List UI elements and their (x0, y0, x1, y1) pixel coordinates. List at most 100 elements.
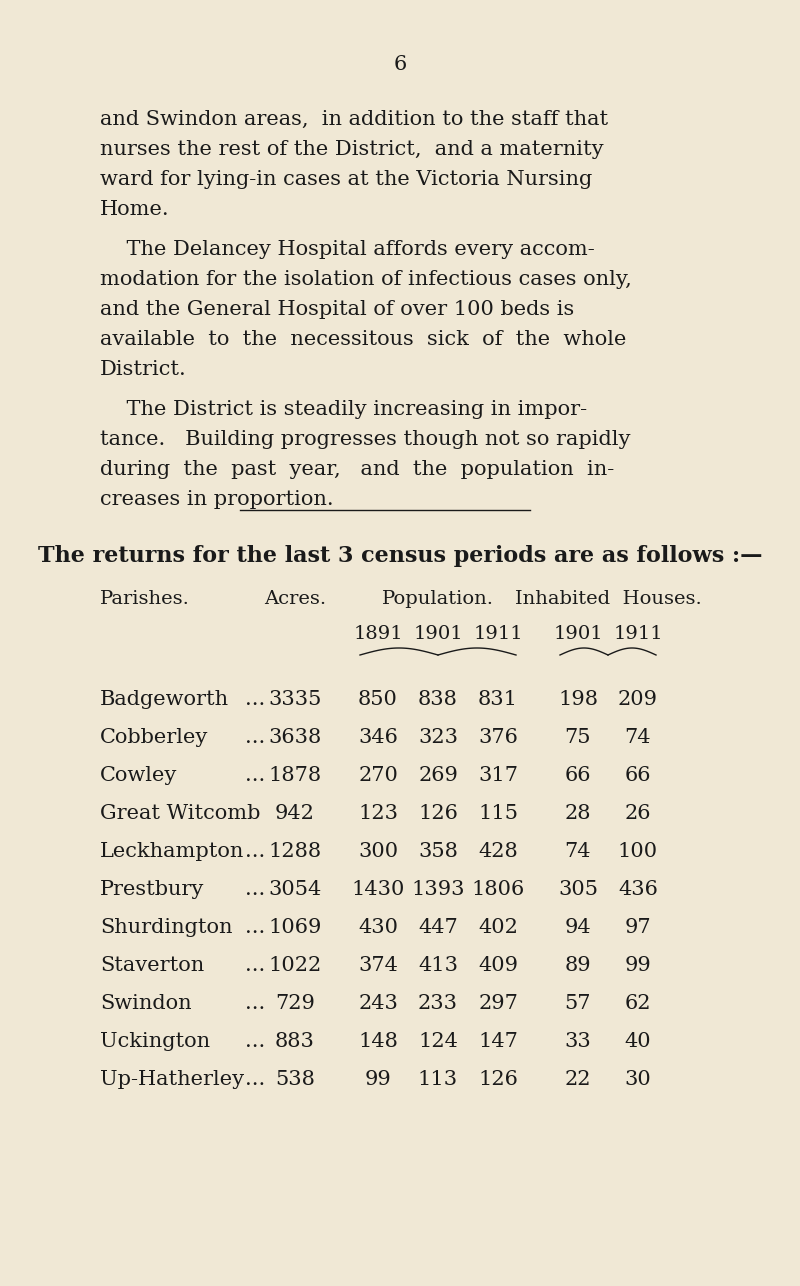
Text: 3054: 3054 (268, 880, 322, 899)
Text: 430: 430 (358, 918, 398, 937)
Text: 100: 100 (618, 842, 658, 862)
Text: ...: ... (245, 1031, 265, 1051)
Text: 66: 66 (565, 766, 591, 784)
Text: Prestbury: Prestbury (100, 880, 204, 899)
Text: 6: 6 (394, 55, 406, 75)
Text: Badgeworth: Badgeworth (100, 691, 229, 709)
Text: 323: 323 (418, 728, 458, 747)
Text: 126: 126 (418, 804, 458, 823)
Text: ...: ... (245, 691, 265, 709)
Text: Inhabited  Houses.: Inhabited Houses. (514, 590, 702, 608)
Text: 94: 94 (565, 918, 591, 937)
Text: 376: 376 (478, 728, 518, 747)
Text: 269: 269 (418, 766, 458, 784)
Text: 838: 838 (418, 691, 458, 709)
Text: 729: 729 (275, 994, 315, 1013)
Text: 89: 89 (565, 955, 591, 975)
Text: 3638: 3638 (268, 728, 322, 747)
Text: Home.: Home. (100, 201, 170, 219)
Text: available  to  the  necessitous  sick  of  the  whole: available to the necessitous sick of the… (100, 331, 626, 349)
Text: 1911: 1911 (613, 625, 663, 643)
Text: 1901: 1901 (553, 625, 603, 643)
Text: 297: 297 (478, 994, 518, 1013)
Text: nurses the rest of the District,  and a maternity: nurses the rest of the District, and a m… (100, 140, 604, 159)
Text: 305: 305 (558, 880, 598, 899)
Text: 62: 62 (625, 994, 651, 1013)
Text: 270: 270 (358, 766, 398, 784)
Text: creases in proportion.: creases in proportion. (100, 490, 334, 509)
Text: 123: 123 (358, 804, 398, 823)
Text: 148: 148 (358, 1031, 398, 1051)
Text: and Swindon areas,  in addition to the staff that: and Swindon areas, in addition to the st… (100, 111, 608, 129)
Text: 66: 66 (625, 766, 651, 784)
Text: 358: 358 (418, 842, 458, 862)
Text: 1022: 1022 (268, 955, 322, 975)
Text: 402: 402 (478, 918, 518, 937)
Text: 1911: 1911 (473, 625, 523, 643)
Text: ...: ... (245, 728, 265, 747)
Text: 30: 30 (625, 1070, 651, 1089)
Text: 1393: 1393 (411, 880, 465, 899)
Text: The returns for the last 3 census periods are as follows :—: The returns for the last 3 census period… (38, 545, 762, 567)
Text: Up-Hatherley: Up-Hatherley (100, 1070, 244, 1089)
Text: 1069: 1069 (268, 918, 322, 937)
Text: 942: 942 (275, 804, 315, 823)
Text: and the General Hospital of over 100 beds is: and the General Hospital of over 100 bed… (100, 300, 574, 319)
Text: ...: ... (245, 918, 265, 937)
Text: 1288: 1288 (269, 842, 322, 862)
Text: 243: 243 (358, 994, 398, 1013)
Text: ...: ... (245, 955, 265, 975)
Text: Leckhampton: Leckhampton (100, 842, 244, 862)
Text: 28: 28 (565, 804, 591, 823)
Text: 75: 75 (565, 728, 591, 747)
Text: Great Witcomb: Great Witcomb (100, 804, 260, 823)
Text: ...: ... (245, 994, 265, 1013)
Text: ...: ... (245, 842, 265, 862)
Text: 3335: 3335 (268, 691, 322, 709)
Text: Swindon: Swindon (100, 994, 192, 1013)
Text: Population.: Population. (382, 590, 494, 608)
Text: Acres.: Acres. (264, 590, 326, 608)
Text: 233: 233 (418, 994, 458, 1013)
Text: 300: 300 (358, 842, 398, 862)
Text: 1806: 1806 (471, 880, 525, 899)
Text: 538: 538 (275, 1070, 315, 1089)
Text: 831: 831 (478, 691, 518, 709)
Text: Cobberley: Cobberley (100, 728, 208, 747)
Text: 57: 57 (565, 994, 591, 1013)
Text: ...: ... (245, 880, 265, 899)
Text: 147: 147 (478, 1031, 518, 1051)
Text: 33: 33 (565, 1031, 591, 1051)
Text: 40: 40 (625, 1031, 651, 1051)
Text: ward for lying-in cases at the Victoria Nursing: ward for lying-in cases at the Victoria … (100, 170, 592, 189)
Text: 1430: 1430 (351, 880, 405, 899)
Text: Staverton: Staverton (100, 955, 204, 975)
Text: 99: 99 (365, 1070, 391, 1089)
Text: tance.   Building progresses though not so rapidly: tance. Building progresses though not so… (100, 430, 630, 449)
Text: ...: ... (245, 766, 265, 784)
Text: 883: 883 (275, 1031, 315, 1051)
Text: 99: 99 (625, 955, 651, 975)
Text: 413: 413 (418, 955, 458, 975)
Text: 1878: 1878 (269, 766, 322, 784)
Text: 1901: 1901 (413, 625, 463, 643)
Text: 97: 97 (625, 918, 651, 937)
Text: 22: 22 (565, 1070, 591, 1089)
Text: Uckington: Uckington (100, 1031, 210, 1051)
Text: modation for the isolation of infectious cases only,: modation for the isolation of infectious… (100, 270, 632, 289)
Text: 346: 346 (358, 728, 398, 747)
Text: 126: 126 (478, 1070, 518, 1089)
Text: 198: 198 (558, 691, 598, 709)
Text: 317: 317 (478, 766, 518, 784)
Text: 409: 409 (478, 955, 518, 975)
Text: 428: 428 (478, 842, 518, 862)
Text: 436: 436 (618, 880, 658, 899)
Text: The District is steadily increasing in impor-: The District is steadily increasing in i… (100, 400, 587, 419)
Text: Cowley: Cowley (100, 766, 178, 784)
Text: 26: 26 (625, 804, 651, 823)
Text: 850: 850 (358, 691, 398, 709)
Text: 209: 209 (618, 691, 658, 709)
Text: 113: 113 (418, 1070, 458, 1089)
Text: 124: 124 (418, 1031, 458, 1051)
Text: 115: 115 (478, 804, 518, 823)
